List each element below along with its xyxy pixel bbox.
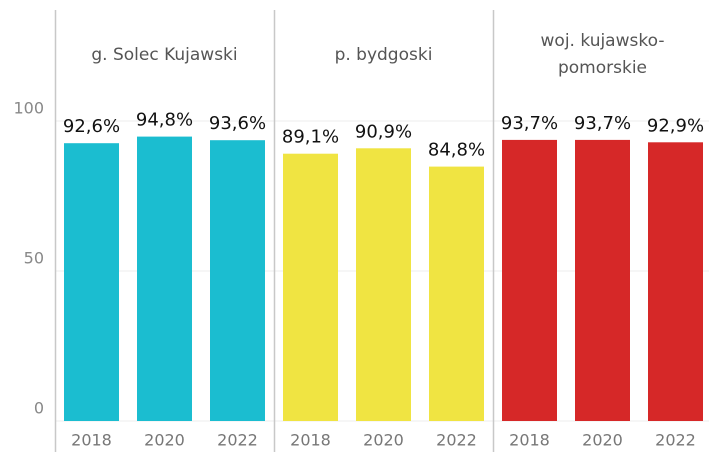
value-label: 93,7%: [501, 113, 558, 134]
panel-header: woj. kujawsko-pomorskie: [493, 10, 709, 100]
x-tick-label: 2018: [509, 431, 550, 450]
bar: [575, 139, 630, 421]
panel-header: g. Solec Kujawski: [55, 10, 274, 100]
value-label: 92,6%: [63, 116, 120, 137]
bar: [429, 166, 484, 421]
value-label: 93,6%: [209, 113, 266, 134]
panel-title: woj. kujawsko-pomorskie: [540, 31, 665, 78]
panel-title: p. bydgoski: [334, 44, 433, 65]
panel-header: p. bydgoski: [274, 10, 493, 100]
y-tick-label: 100: [13, 99, 44, 118]
x-tick-label: 2022: [436, 431, 477, 450]
x-tick-label: 2020: [144, 431, 185, 450]
bar: [356, 148, 411, 422]
x-tick-label: 2020: [363, 431, 404, 450]
bar: [64, 143, 119, 421]
value-label: 90,9%: [355, 121, 412, 142]
x-tick-label: 2022: [217, 431, 258, 450]
x-tick-label: 2022: [655, 431, 696, 450]
value-label: 84,8%: [428, 140, 485, 161]
bar: [210, 140, 265, 421]
value-label: 93,7%: [574, 113, 631, 134]
value-label: 89,1%: [282, 127, 339, 148]
y-tick-label: 50: [24, 249, 44, 268]
x-tick-label: 2018: [290, 431, 331, 450]
bar: [283, 153, 338, 421]
y-tick-label: 0: [34, 399, 44, 418]
value-label: 94,8%: [136, 110, 193, 131]
bar: [502, 139, 557, 421]
bar: [648, 142, 703, 422]
value-label: 92,9%: [647, 115, 704, 136]
panel-title: g. Solec Kujawski: [91, 44, 238, 65]
bar: [137, 136, 192, 421]
x-tick-label: 2020: [582, 431, 623, 450]
x-tick-label: 2018: [71, 431, 112, 450]
